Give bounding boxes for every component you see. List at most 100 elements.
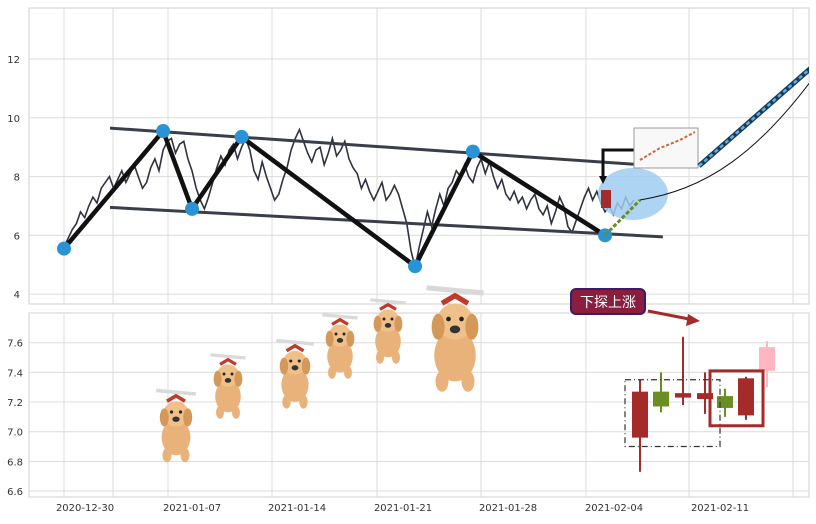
dog-body <box>161 419 191 456</box>
dog-sticker <box>156 388 196 463</box>
dog-leg <box>299 395 308 409</box>
dog-leg <box>162 448 172 463</box>
annotation-arrow-head <box>686 314 700 326</box>
dog-eye <box>178 410 183 414</box>
dog-leg <box>232 406 240 419</box>
dog-eye <box>459 316 464 322</box>
inset-scribble <box>639 131 696 161</box>
breakout-candle-marker <box>601 190 611 208</box>
x-tick-label: 2021-02-04 <box>585 503 643 514</box>
dog-head <box>283 350 307 375</box>
highlight-box <box>708 369 765 428</box>
dog-leg <box>282 395 291 409</box>
candle-body <box>738 378 754 416</box>
dog-ear <box>234 370 243 387</box>
dog-helicopter-hat <box>219 357 237 366</box>
dog-nose <box>224 378 232 383</box>
dog-leg <box>461 371 475 392</box>
dog-eye <box>230 372 234 376</box>
dog-body <box>281 367 309 402</box>
candle-body <box>697 393 713 400</box>
dog-eye <box>390 317 394 321</box>
y-tick-label-top: 6 <box>14 231 20 242</box>
dog-sticker <box>426 285 484 392</box>
x-tick-label: 2021-01-28 <box>479 503 537 514</box>
dog-leg <box>344 366 352 379</box>
dog-nose <box>336 338 344 343</box>
dog-eye <box>169 410 174 414</box>
dog-propeller <box>426 285 484 296</box>
bottom-panel <box>624 336 775 472</box>
highlight-ellipse <box>598 168 668 220</box>
dog-ear <box>213 370 222 387</box>
arrow-head <box>599 176 607 184</box>
dog-ear <box>373 315 382 332</box>
candle-body <box>653 391 669 407</box>
annotation-arrow <box>647 309 695 322</box>
zigzag-pivot-point <box>57 241 71 256</box>
dog-head <box>328 324 352 347</box>
zigzag-pivot-point <box>156 124 171 139</box>
dog-nose <box>384 323 392 328</box>
y-tick-label-bottom: 6.8 <box>7 457 23 468</box>
y-tick-label-bottom: 6.6 <box>7 487 23 498</box>
dog-helicopter-hat <box>379 302 397 311</box>
y-tick-label-top: 8 <box>14 173 20 184</box>
dog-propeller <box>370 298 406 305</box>
candle-body <box>759 347 775 371</box>
dog-ear <box>465 313 479 340</box>
dog-ear <box>301 357 311 375</box>
zigzag-pivot-point <box>465 144 480 159</box>
dog-ear <box>431 313 445 340</box>
dog-ear <box>159 408 169 427</box>
decoration-layer <box>156 285 700 463</box>
dog-eye <box>297 359 301 363</box>
dog-leg <box>435 371 449 392</box>
dog-propeller <box>322 313 358 320</box>
dog-leg <box>376 351 384 364</box>
dog-sticker <box>322 313 358 379</box>
y-tick-label-top: 12 <box>7 55 20 66</box>
dog-helicopter-hat <box>331 317 349 326</box>
dog-eye <box>334 332 338 336</box>
dog-head <box>216 364 240 387</box>
candle-body <box>717 396 733 408</box>
bottom-panel-frame <box>28 312 810 498</box>
dog-ear <box>279 357 289 375</box>
dog-ear <box>325 330 334 347</box>
dog-propeller <box>276 338 314 346</box>
dog-nose <box>449 325 461 334</box>
dog-sticker <box>370 298 406 364</box>
x-tick-label: 2021-01-14 <box>268 503 326 514</box>
dog-eye <box>342 332 346 336</box>
x-tick-label: 2020-12-30 <box>56 503 114 514</box>
y-tick-label-bottom: 7.0 <box>7 428 23 439</box>
dog-ear <box>346 330 355 347</box>
y-tick-label-bottom: 7.2 <box>7 398 23 409</box>
x-tick-label: 2021-02-11 <box>691 503 749 514</box>
dog-body <box>434 329 476 382</box>
dog-body <box>215 380 241 413</box>
dog-leg <box>216 406 224 419</box>
dog-head <box>376 309 400 332</box>
dog-eye <box>382 317 386 321</box>
dog-body <box>327 340 353 373</box>
x-tick-label: 2021-01-21 <box>374 503 432 514</box>
dog-head <box>436 303 474 340</box>
dog-propeller <box>210 353 246 360</box>
channel-upper-line <box>109 126 663 168</box>
zigzag-pivot-point <box>408 259 423 274</box>
y-tick-label-bottom: 7.6 <box>7 339 23 350</box>
candle-body <box>632 391 648 438</box>
axes-layer: 4 6 8 10 12 6.6 6.8 7.0 7.2 7.4 7.6 2020-12-30 2021-… <box>7 55 749 514</box>
dog-sticker <box>276 338 314 409</box>
dog-head <box>163 401 189 427</box>
dog-leg <box>328 366 336 379</box>
projection-target-line <box>698 68 809 167</box>
zigzag-pivot-point <box>185 201 200 216</box>
y-tick-label-top: 10 <box>7 114 20 125</box>
projection-curve <box>639 82 809 201</box>
annotation-text: 下探上涨 <box>580 295 636 311</box>
